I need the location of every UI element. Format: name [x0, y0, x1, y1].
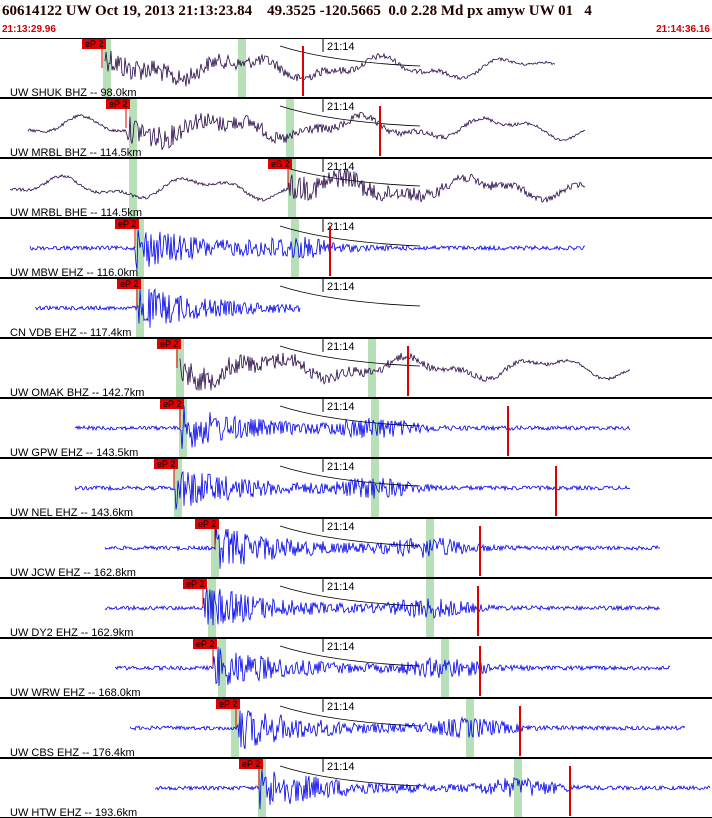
pick-box — [157, 339, 181, 349]
trace-label: UW MBW EHZ -- 116.0km — [10, 267, 138, 279]
waveform — [74, 405, 631, 449]
minute-label: 21:14 — [327, 641, 355, 653]
phase-window — [426, 518, 434, 578]
travel-curve — [279, 645, 421, 667]
travel-curve — [279, 345, 421, 367]
phase-window — [208, 578, 216, 638]
minute-label: 21:14 — [327, 581, 355, 593]
phase-window — [136, 278, 144, 338]
pick-label: eP 2 — [118, 219, 136, 229]
phase-window — [288, 158, 296, 218]
trace-label: UW HTW EHZ -- 193.6km — [10, 807, 137, 818]
pick-box — [154, 459, 178, 469]
phase-window — [514, 758, 522, 818]
phase-window — [136, 218, 144, 278]
minute-label: 21:14 — [327, 401, 355, 413]
pick-label: eP 2 — [85, 39, 103, 49]
start-time: 21:13:29.96 — [2, 24, 56, 35]
minute-label: 21:14 — [327, 281, 355, 293]
phase-window — [286, 98, 294, 158]
trace-label: UW WRW EHZ -- 168.0km — [10, 687, 141, 699]
pick-label: eP 2 — [219, 699, 237, 709]
pick-label: eP 2 — [198, 519, 216, 529]
waveform — [154, 768, 711, 810]
phase-window — [238, 38, 246, 98]
pick-box — [216, 699, 240, 709]
pick-box — [195, 519, 219, 529]
trace-label: UW NEL EHZ -- 143.6km — [10, 507, 133, 519]
pick-label: eP 2 — [109, 99, 127, 109]
phase-window — [129, 158, 137, 218]
pick-label: eP 2 — [196, 639, 214, 649]
minute-label: 21:14 — [327, 41, 355, 53]
phase-window — [368, 338, 376, 398]
travel-curve — [279, 225, 421, 247]
minute-label: 21:14 — [327, 461, 355, 473]
pick-label: eP 2 — [163, 399, 181, 409]
phase-window — [103, 38, 111, 98]
travel-curve — [279, 285, 421, 307]
end-time: 21:14:36.16 — [656, 24, 710, 35]
phase-window — [441, 638, 449, 698]
waveform — [74, 470, 631, 510]
pick-label: eP 2 — [242, 759, 260, 769]
waveform — [129, 710, 686, 749]
pick-box — [183, 579, 207, 589]
pick-box — [82, 39, 106, 49]
minute-label: 21:14 — [327, 101, 355, 113]
travel-curve — [279, 705, 421, 727]
trace-label: UW OMAK BHZ -- 142.7km — [10, 387, 144, 399]
pick-box — [117, 279, 141, 289]
minute-label: 21:14 — [327, 341, 355, 353]
minute-label: 21:14 — [327, 521, 355, 533]
pick-label: eP 2 — [120, 279, 138, 289]
trace-label: CN VDB EHZ -- 117.4km — [10, 327, 131, 339]
trace-label: UW MRBL BHZ -- 114.5km — [10, 147, 141, 159]
trace-label: UW SHUK BHZ -- 98.0km — [10, 87, 137, 99]
pick-box — [239, 759, 263, 769]
minute-label: 21:14 — [327, 161, 355, 173]
travel-curve — [279, 165, 421, 187]
pick-box — [106, 99, 130, 109]
waveform — [27, 112, 586, 151]
event-title: 60614122 UW Oct 19, 2013 21:13:23.84 49.… — [2, 3, 592, 19]
waveform — [114, 646, 671, 686]
pick-box — [160, 399, 184, 409]
minute-label: 21:14 — [327, 221, 355, 233]
phase-window — [371, 398, 379, 458]
trace-label: UW MRBL BHE -- 114.5km — [10, 207, 142, 219]
trace-label: UW JCW EHZ -- 162.8km — [10, 567, 136, 579]
minute-label: 21:14 — [327, 761, 355, 773]
pick-label: eP 2 — [186, 579, 204, 589]
phase-window — [176, 338, 184, 398]
phase-window — [258, 758, 266, 818]
waveform — [104, 588, 661, 626]
waveform — [29, 229, 586, 270]
pick-box — [193, 639, 217, 649]
waveform — [104, 525, 661, 569]
minute-label: 21:14 — [327, 701, 355, 713]
waveform — [104, 50, 556, 87]
waveform — [179, 352, 631, 391]
trace-label: UW DY2 EHZ -- 162.9km — [10, 627, 133, 639]
pick-label: eP 2 — [160, 339, 178, 349]
waveform — [34, 287, 301, 328]
pick-label: eP 2 — [157, 459, 175, 469]
phase-window — [129, 98, 137, 158]
trace-label: UW CBS EHZ -- 176.4km — [10, 747, 135, 759]
travel-curve — [279, 585, 421, 607]
pick-box — [268, 159, 292, 169]
trace-label: UW GPW EHZ -- 143.5km — [10, 447, 138, 459]
pick-label: eS 2 — [271, 159, 290, 169]
waveform — [9, 168, 586, 203]
travel-curve — [279, 105, 421, 127]
pick-box — [115, 219, 139, 229]
